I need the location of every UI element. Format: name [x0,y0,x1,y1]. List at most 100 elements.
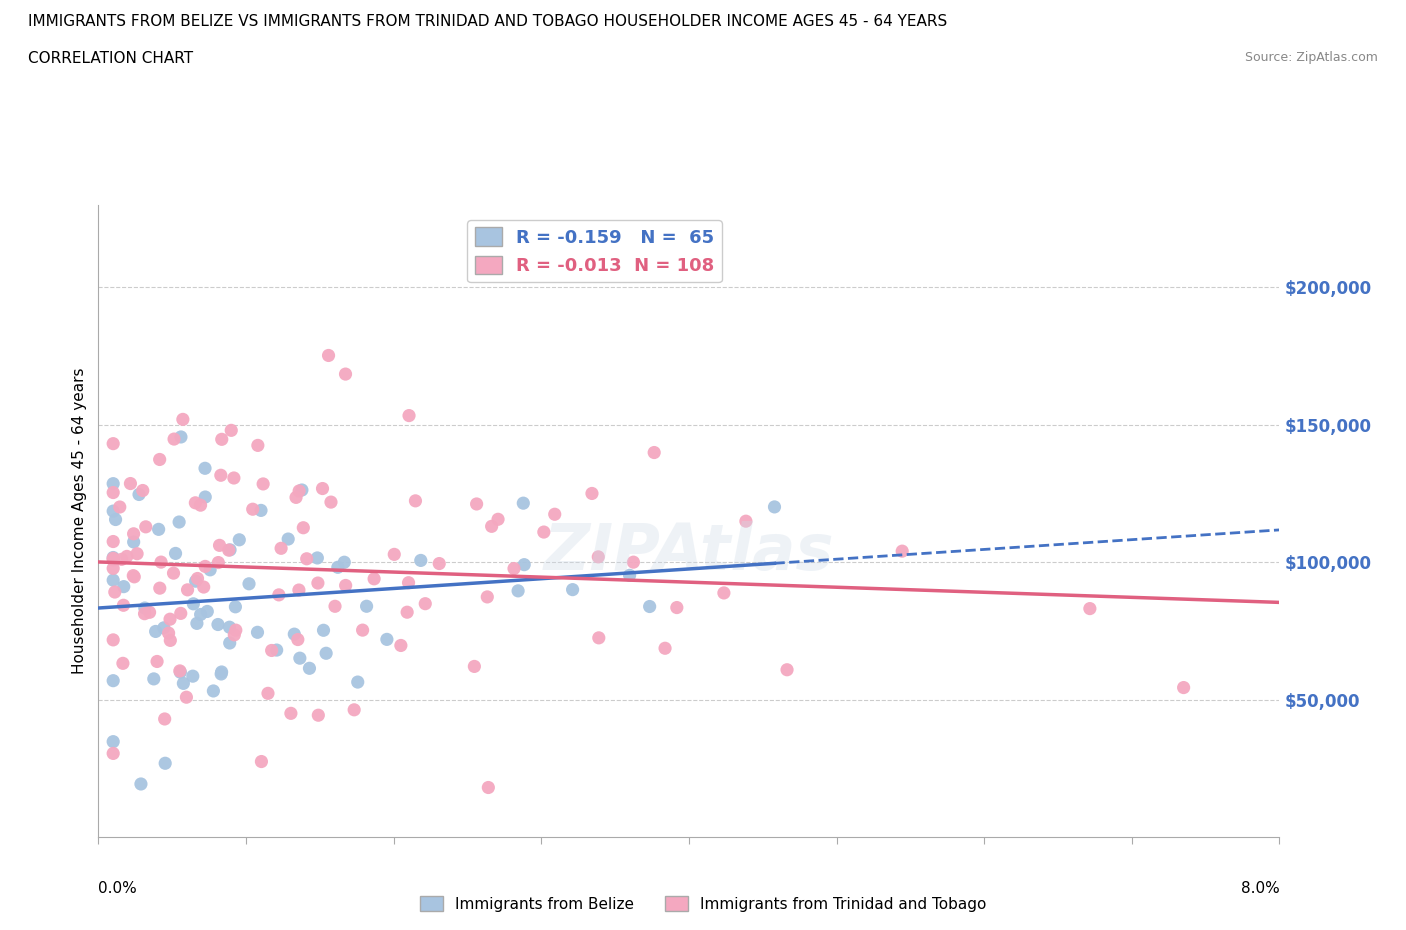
Point [288,484,311,498]
Point [103,734,125,749]
Point [209,667,232,682]
Point [219,423,242,438]
Point [398,408,420,423]
Point [146,654,169,669]
Point [149,452,172,467]
Point [157,626,180,641]
Legend: R = -0.159   N =  65, R = -0.013  N = 108: R = -0.159 N = 65, R = -0.013 N = 108 [467,220,721,282]
Point [195,604,218,618]
Point [623,554,645,569]
Point [103,632,125,647]
Point [288,582,311,597]
Point [181,669,204,684]
Point [153,756,176,771]
Point [153,620,176,635]
Point [211,665,233,680]
Point [224,628,246,643]
Point [544,507,567,522]
Point [643,445,665,460]
Point [283,627,305,642]
Point [170,606,193,621]
Point [260,643,283,658]
Point [120,476,142,491]
Point [190,607,212,622]
Point [315,645,337,660]
Point [163,432,186,446]
Point [207,555,229,570]
Point [735,513,758,528]
Point [184,496,207,511]
Point [125,546,148,561]
Point [134,601,156,616]
Point [209,468,232,483]
Point [343,702,366,717]
Point [194,461,217,476]
Point [228,532,250,547]
Point [207,618,229,632]
Point [115,549,138,564]
Point [333,555,356,570]
Point [404,494,426,509]
Point [193,579,215,594]
Point [654,641,676,656]
Point [463,659,485,674]
Point [307,708,329,723]
Point [103,504,125,519]
Point [186,616,208,631]
Point [167,514,190,529]
Point [218,619,240,634]
Point [619,568,641,583]
Point [162,565,184,580]
Point [280,706,302,721]
Point [170,430,193,445]
Point [112,579,135,594]
Point [238,577,260,591]
Point [150,554,173,569]
Point [149,580,172,595]
Point [588,550,610,565]
Point [335,578,357,593]
Point [311,481,333,496]
Text: IMMIGRANTS FROM BELIZE VS IMMIGRANTS FROM TRINIDAD AND TOBAGO HOUSEHOLDER INCOME: IMMIGRANTS FROM BELIZE VS IMMIGRANTS FRO… [28,14,948,29]
Point [153,711,176,726]
Point [285,490,308,505]
Point [291,483,314,498]
Point [382,547,405,562]
Point [513,557,536,572]
Text: Source: ZipAtlas.com: Source: ZipAtlas.com [1244,51,1378,64]
Point [122,568,145,583]
Point [326,560,349,575]
Point [246,438,269,453]
Point [190,498,212,512]
Point [145,624,167,639]
Point [194,489,217,504]
Point [588,631,610,645]
Point [208,538,231,552]
Point [218,543,240,558]
Point [186,571,208,586]
Point [277,532,299,547]
Point [533,525,555,539]
Point [481,519,503,534]
Point [103,573,125,588]
Point [122,526,145,541]
Point [561,582,583,597]
Point [225,623,247,638]
Point [319,495,342,510]
Point [108,499,131,514]
Point [103,746,125,761]
Point [287,632,309,647]
Point [148,522,170,537]
Point [183,596,205,611]
Point [111,656,134,671]
Point [356,599,378,614]
Point [224,599,246,614]
Point [103,476,125,491]
Point [267,588,290,603]
Point [295,551,318,566]
Point [222,471,245,485]
Point [103,551,125,565]
Point [312,623,335,638]
Point [135,519,157,534]
Point [110,551,132,566]
